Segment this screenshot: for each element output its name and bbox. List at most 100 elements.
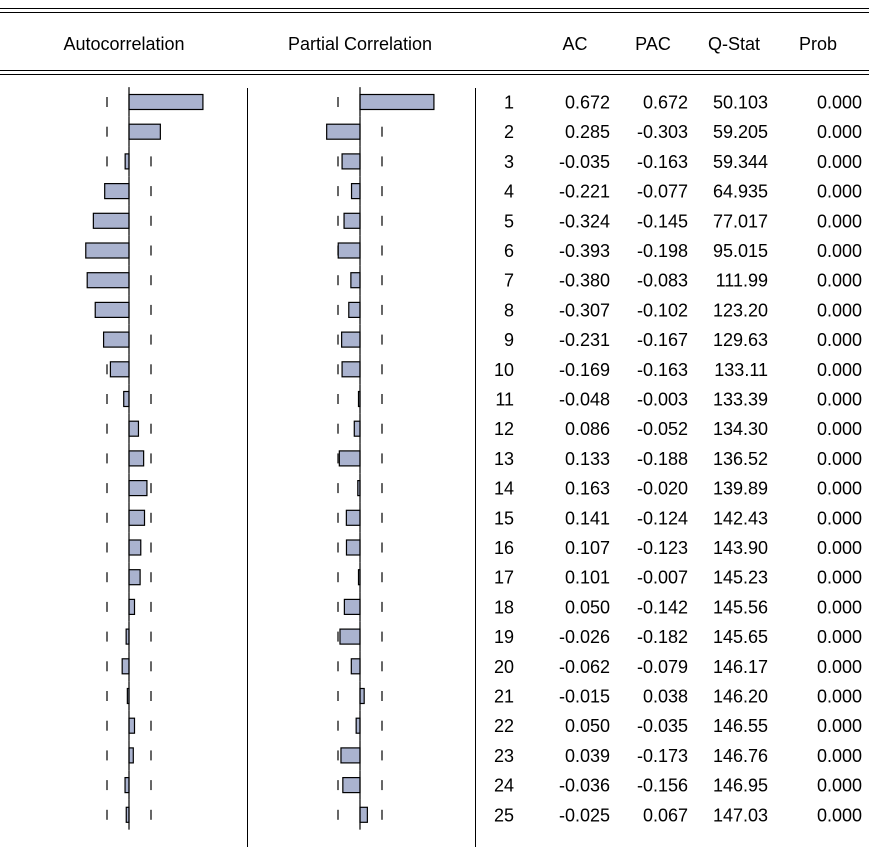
lag-cell: 11: [495, 390, 514, 410]
pac-bar: [359, 93, 435, 111]
qstat-cell: 59.344: [713, 152, 768, 172]
prob-cell: 0.000: [817, 300, 862, 320]
pac-bar: [348, 301, 361, 318]
pac-value-cell: -0.167: [637, 330, 688, 350]
prob-cell: 0.000: [817, 716, 862, 736]
lag-cell: 22: [494, 716, 514, 736]
qstat-cell: 143.90: [713, 538, 768, 558]
qstat-cell: 145.23: [713, 568, 768, 588]
pac-value-cell: -0.303: [637, 122, 688, 142]
pac-bar: [342, 776, 361, 794]
lag-cell: 7: [504, 271, 514, 291]
pac-value-cell: 0.038: [643, 687, 688, 707]
ac-value-cell: 0.133: [565, 449, 610, 469]
ac-value-cell: -0.015: [559, 687, 610, 707]
table-row: 9 -0.231 -0.167 129.63 0.000: [102, 324, 862, 355]
header-partial-correlation: Partial Correlation: [288, 34, 432, 54]
header-prob: Prob: [799, 34, 837, 54]
ac-value-cell: -0.025: [559, 805, 610, 825]
ac-value-cell: 0.141: [565, 508, 610, 528]
ac-bar: [128, 93, 204, 111]
prob-cell: 0.000: [817, 687, 862, 707]
pac-value-cell: -0.124: [637, 508, 688, 528]
qstat-cell: 59.205: [713, 122, 768, 142]
table-row: 2 0.285 -0.303 59.205 0.000: [106, 116, 862, 147]
qstat-cell: 146.55: [713, 716, 768, 736]
qstat-cell: 133.39: [713, 390, 768, 410]
prob-cell: 0.000: [817, 657, 862, 677]
table-row: 10 -0.169 -0.163 133.11 0.000: [106, 354, 862, 385]
prob-cell: 0.000: [817, 449, 862, 469]
ac-value-cell: -0.062: [559, 657, 610, 677]
ac-value-cell: 0.285: [565, 122, 610, 142]
ac-bar: [109, 361, 130, 378]
table-row: 4 -0.221 -0.077 64.935 0.000: [104, 176, 862, 206]
pac-bar: [341, 331, 361, 348]
pac-bar: [343, 212, 361, 229]
prob-cell: 0.000: [817, 271, 862, 291]
prob-cell: 0.000: [817, 93, 862, 113]
ac-value-cell: -0.169: [559, 360, 610, 380]
pac-value-cell: -0.123: [637, 538, 688, 558]
pac-bar: [337, 242, 361, 259]
pac-value-cell: 0.067: [643, 805, 688, 825]
prob-cell: 0.000: [817, 568, 862, 588]
pac-value-cell: -0.077: [637, 182, 688, 202]
table-row: 23 0.039 -0.173 146.76 0.000: [106, 740, 862, 771]
table-row: 11 -0.048 -0.003 133.39 0.000: [106, 384, 862, 414]
pac-value-cell: -0.145: [637, 211, 688, 231]
pac-bar: [341, 361, 361, 378]
prob-cell: 0.000: [817, 419, 862, 439]
prob-cell: 0.000: [817, 122, 862, 142]
qstat-cell: 146.95: [713, 776, 768, 796]
ac-value-cell: 0.672: [565, 93, 610, 113]
table-row: 14 0.163 -0.020 139.89 0.000: [106, 473, 862, 503]
pac-value-cell: -0.052: [637, 419, 688, 439]
pac-value-cell: -0.182: [637, 627, 688, 647]
prob-cell: 0.000: [817, 805, 862, 825]
ac-bar: [94, 301, 130, 318]
lag-cell: 23: [494, 746, 514, 766]
lag-cell: 9: [504, 330, 514, 350]
lag-cell: 19: [494, 627, 514, 647]
lag-cell: 2: [504, 122, 514, 142]
qstat-cell: 146.20: [713, 687, 768, 707]
ac-bar: [121, 658, 130, 675]
prob-cell: 0.000: [817, 182, 862, 202]
lag-cell: 21: [494, 687, 514, 707]
prob-cell: 0.000: [817, 538, 862, 558]
ac-value-cell: -0.231: [559, 330, 610, 350]
pac-bar: [338, 450, 361, 467]
table-row: 7 -0.380 -0.083 111.99 0.000: [86, 265, 862, 296]
ac-bar: [102, 331, 130, 348]
pac-value-cell: -0.188: [637, 449, 688, 469]
header-qstat: Q-Stat: [708, 34, 760, 54]
pac-bar: [345, 509, 361, 526]
pac-bar: [345, 539, 361, 556]
lag-cell: 10: [494, 360, 514, 380]
qstat-cell: 133.11: [714, 360, 768, 380]
pac-value-cell: -0.020: [637, 479, 688, 499]
pac-value-cell: 0.672: [643, 93, 688, 113]
qstat-cell: 50.103: [713, 93, 768, 113]
pac-bar: [353, 420, 361, 437]
qstat-cell: 129.63: [713, 330, 768, 350]
prob-cell: 0.000: [817, 390, 862, 410]
lag-cell: 14: [494, 479, 514, 499]
ac-bar: [85, 242, 130, 259]
qstat-cell: 147.03: [713, 805, 768, 825]
prob-cell: 0.000: [817, 597, 862, 617]
table-row: 21 -0.015 0.038 146.20 0.000: [106, 681, 862, 711]
ac-value-cell: 0.050: [565, 597, 610, 617]
ac-value-cell: -0.221: [559, 182, 610, 202]
pac-value-cell: -0.003: [637, 390, 688, 410]
ac-value-cell: 0.050: [565, 716, 610, 736]
pac-value-cell: -0.163: [637, 360, 688, 380]
ac-value-cell: 0.107: [565, 538, 610, 558]
pac-bar: [359, 806, 368, 823]
qstat-cell: 123.20: [713, 300, 768, 320]
ac-value-cell: -0.380: [559, 271, 610, 291]
header-ac: AC: [562, 34, 587, 54]
lag-cell: 13: [494, 449, 514, 469]
ac-value-cell: 0.163: [565, 479, 610, 499]
